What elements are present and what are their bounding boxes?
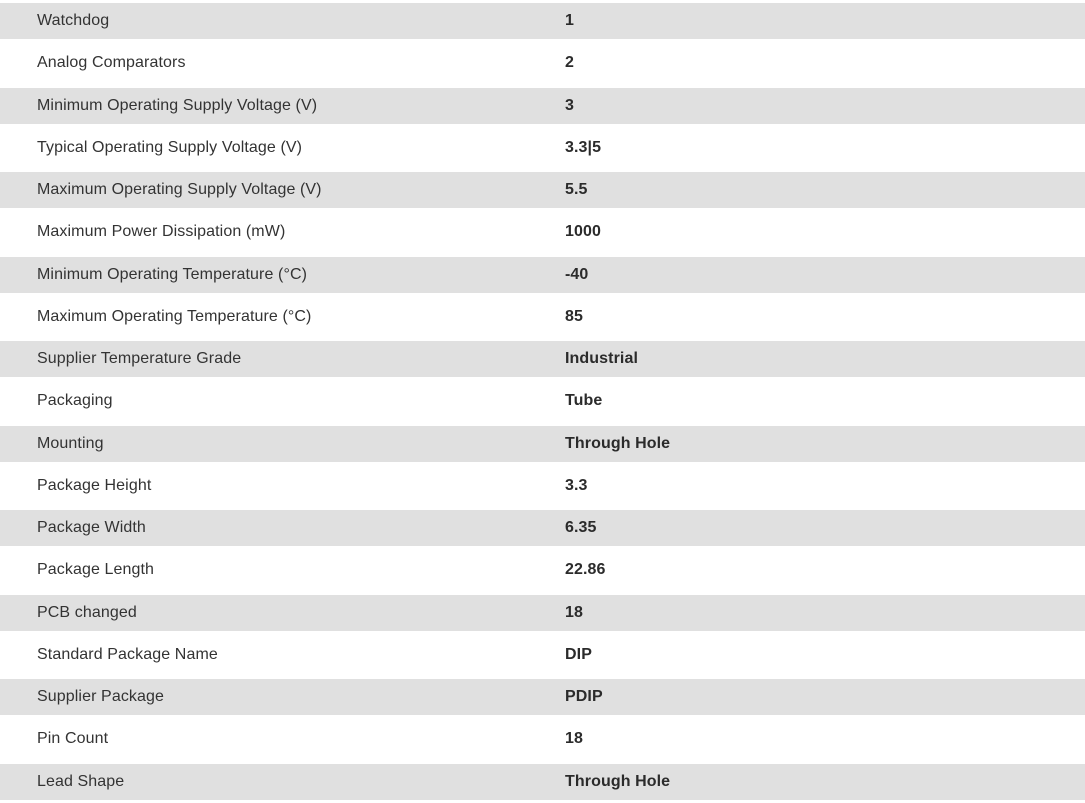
attribute-value: 6.35 [565, 519, 597, 537]
table-row: Maximum Operating Supply Voltage (V) 5.5 [0, 169, 1085, 212]
attribute-label: Minimum Operating Supply Voltage (V) [37, 96, 318, 114]
attribute-value: 22.86 [565, 561, 606, 579]
table-row: PCB changed 18 [0, 591, 1085, 634]
attribute-label: Mounting [37, 434, 104, 452]
table-row: Minimum Operating Supply Voltage (V) 3 [0, 84, 1085, 127]
attribute-label: Package Width [37, 519, 146, 537]
attribute-value: 1000 [565, 223, 601, 241]
table-row: Typical Operating Supply Voltage (V) 3.3|… [0, 126, 1085, 169]
attribute-value: Industrial [565, 350, 639, 368]
table-row: Lead Shape Through Hole [0, 760, 1085, 803]
attribute-value: 2 [565, 54, 574, 72]
table-row: Supplier Package PDIP [0, 676, 1085, 719]
table-row: Maximum Power Dissipation (mW) 1000 [0, 211, 1085, 254]
attribute-value: Through Hole [565, 434, 671, 452]
attribute-label: Package Length [37, 561, 155, 579]
attribute-label: Packaging [37, 392, 113, 410]
table-row: Minimum Operating Temperature (°C) -40 [0, 253, 1085, 296]
attribute-label: Package Height [37, 476, 152, 494]
attribute-value: 18 [565, 730, 583, 748]
attribute-value: Through Hole [565, 772, 671, 790]
attribute-value: 3 [565, 96, 574, 114]
attribute-label: Maximum Operating Temperature (°C) [37, 307, 312, 325]
table-row: Supplier Temperature Grade Industrial [0, 338, 1085, 381]
table-row: Package Length 22.86 [0, 549, 1085, 592]
table-row: Watchdog 1 [0, 0, 1085, 43]
attribute-label: Analog Comparators [37, 54, 186, 72]
attribute-label: Maximum Power Dissipation (mW) [37, 223, 286, 241]
attribute-value: DIP [565, 645, 592, 663]
attribute-value: 5.5 [565, 181, 588, 199]
attribute-label: Maximum Operating Supply Voltage (V) [37, 181, 322, 199]
table-row: Mounting Through Hole [0, 422, 1085, 465]
attribute-label: Minimum Operating Temperature (°C) [37, 265, 308, 283]
attribute-value: 18 [565, 603, 583, 621]
attribute-label: Supplier Package [37, 688, 165, 706]
attribute-label: Pin Count [37, 730, 109, 748]
table-row: Standard Package Name DIP [0, 633, 1085, 676]
attribute-label: Standard Package Name [37, 645, 218, 663]
table-row: Analog Comparators 2 [0, 42, 1085, 85]
attribute-label: Watchdog [37, 12, 110, 30]
attribute-value: 1 [565, 12, 574, 30]
attribute-label: Supplier Temperature Grade [37, 350, 242, 368]
attribute-value: 85 [565, 307, 583, 325]
table-row: Maximum Operating Temperature (°C) 85 [0, 295, 1085, 338]
attribute-value: Tube [565, 392, 603, 410]
table-row: Package Width 6.35 [0, 507, 1085, 550]
attribute-label: Lead Shape [37, 772, 125, 790]
attribute-label: PCB changed [37, 603, 137, 621]
attribute-value: -40 [565, 265, 589, 283]
table-row: Packaging Tube [0, 380, 1085, 423]
attribute-value: 3.3|5 [565, 138, 602, 156]
table-row: Package Height 3.3 [0, 464, 1085, 507]
attribute-value: PDIP [565, 688, 603, 706]
attribute-label: Typical Operating Supply Voltage (V) [37, 138, 303, 156]
table-row: Pin Count 18 [0, 718, 1085, 761]
attribute-value: 3.3 [565, 476, 588, 494]
